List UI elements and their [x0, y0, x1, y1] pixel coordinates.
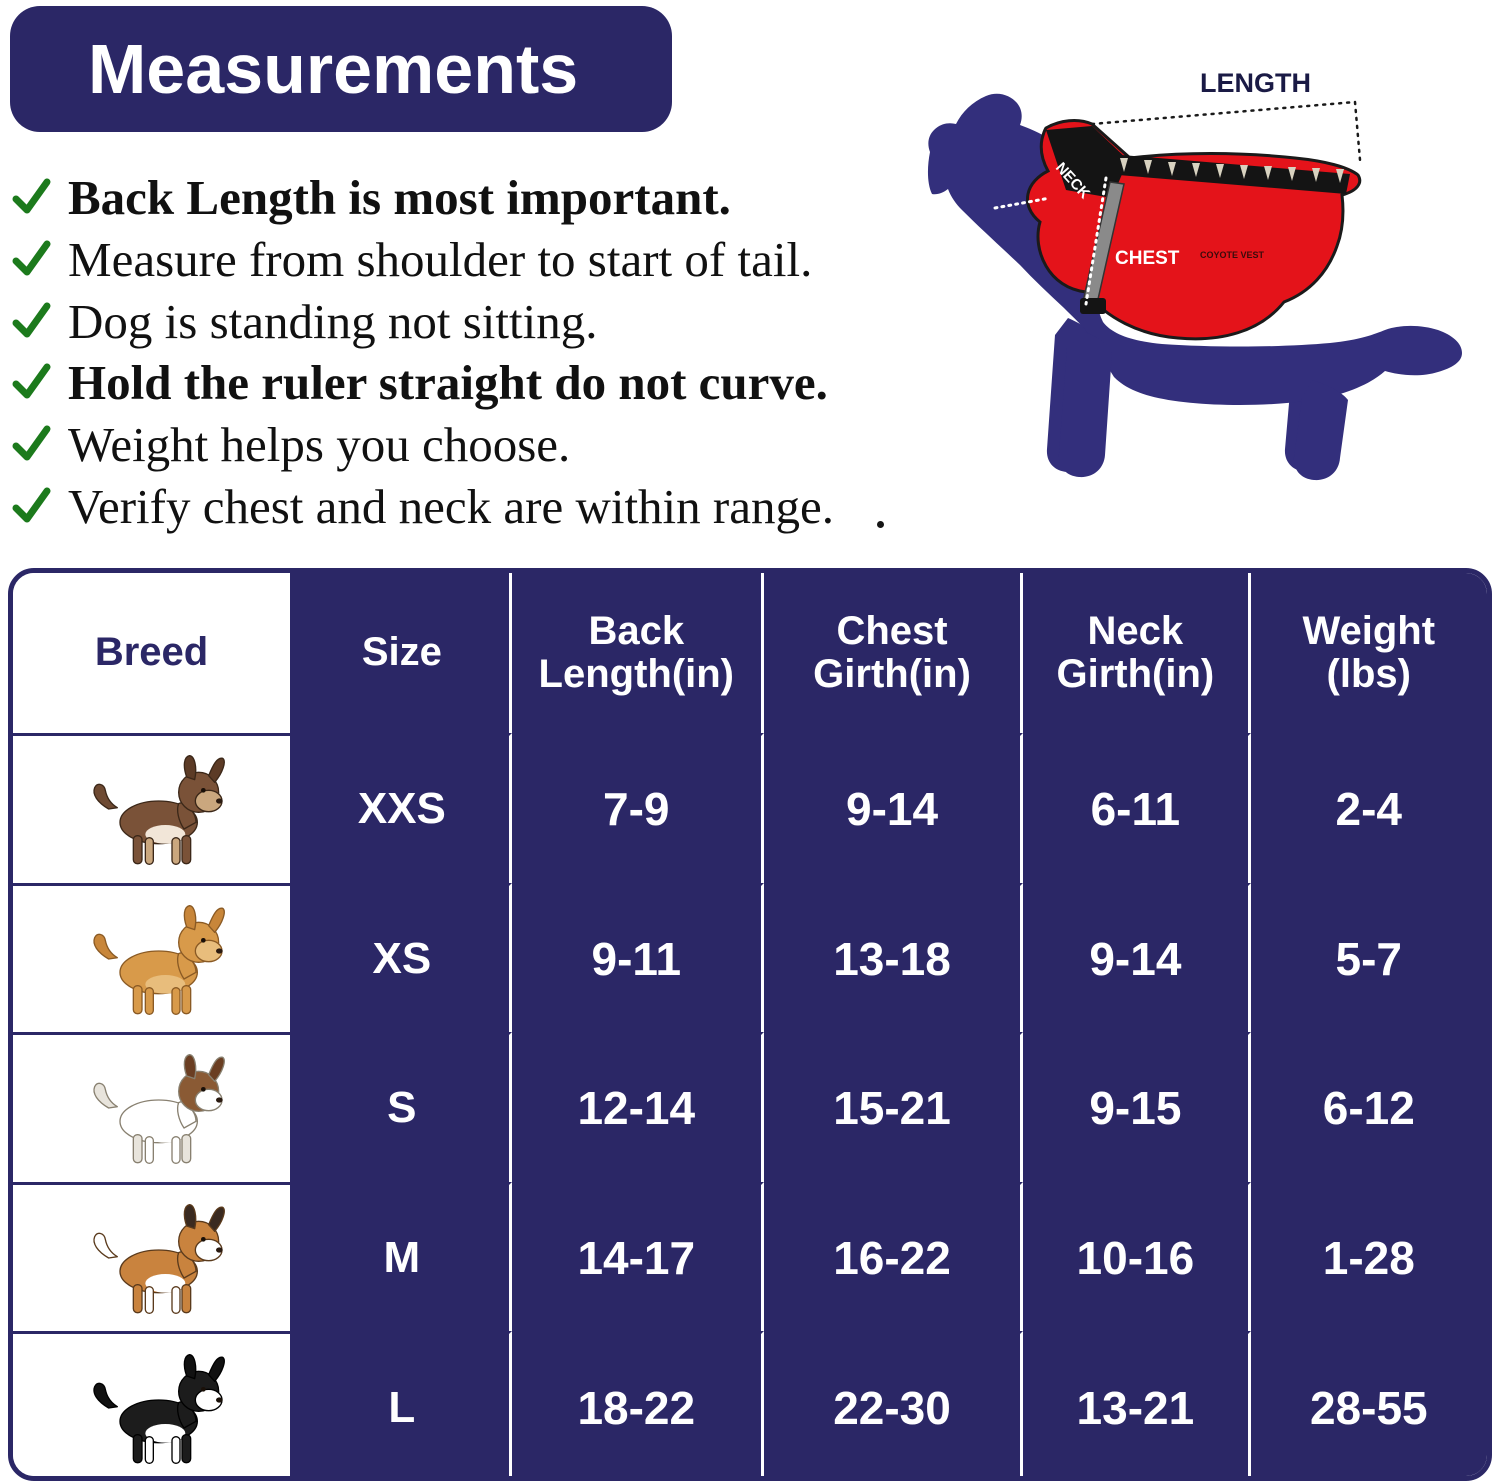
svg-text:CHEST: CHEST: [1115, 248, 1180, 269]
svg-text:LENGTH: LENGTH: [1200, 68, 1311, 98]
svg-text:COYOTE VEST: COYOTE VEST: [1200, 250, 1265, 260]
